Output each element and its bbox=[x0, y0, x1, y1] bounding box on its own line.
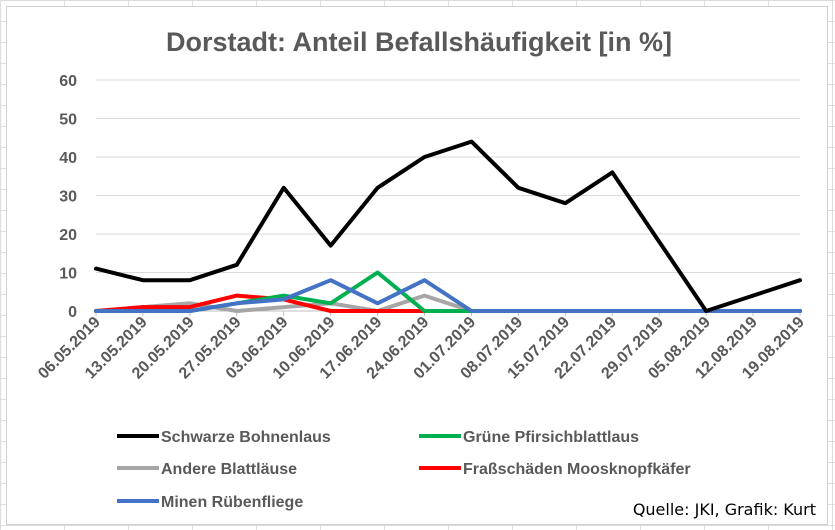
y-tick-label: 20 bbox=[59, 227, 77, 244]
y-tick-label: 10 bbox=[59, 266, 77, 283]
source-note: Quelle: JKI, Grafik: Kurt bbox=[633, 500, 816, 519]
y-axis-tick-labels: 0 10 20 30 40 50 60 bbox=[59, 73, 77, 321]
legend-item[interactable]: Minen Rübenfliege bbox=[117, 494, 303, 511]
series-line[interactable] bbox=[94, 139, 802, 313]
legend-item[interactable]: Fraßschäden Moosknopfkäfer bbox=[419, 461, 691, 478]
legend-label: Fraßschäden Moosknopfkäfer bbox=[463, 461, 691, 478]
y-tick-label: 40 bbox=[59, 150, 77, 167]
y-tick-label: 0 bbox=[68, 304, 77, 321]
series-lines bbox=[94, 139, 802, 313]
legend-item[interactable]: Andere Blattläuse bbox=[117, 461, 297, 478]
legend-item[interactable]: Grüne Pfirsichblattlaus bbox=[419, 429, 639, 446]
x-axis-tick-labels: 06.05.201913.05.201920.05.201927.05.2019… bbox=[35, 311, 808, 382]
legend[interactable]: Schwarze Bohnenlaus Grüne Pfirsichblattla… bbox=[117, 429, 691, 511]
chart-title: Dorstadt: Anteil Befallshäufigkeit [in %… bbox=[166, 27, 672, 57]
legend-label: Schwarze Bohnenlaus bbox=[161, 429, 331, 446]
chart-svg: Dorstadt: Anteil Befallshäufigkeit [in %… bbox=[35, 27, 816, 519]
y-tick-label: 30 bbox=[59, 189, 77, 206]
chart-area[interactable]: Dorstadt: Anteil Befallshäufigkeit [in %… bbox=[6, 6, 828, 525]
legend-label: Grüne Pfirsichblattlaus bbox=[463, 429, 639, 446]
legend-label: Minen Rübenfliege bbox=[161, 494, 303, 511]
series-line[interactable] bbox=[94, 278, 802, 313]
legend-item[interactable]: Schwarze Bohnenlaus bbox=[117, 429, 331, 446]
legend-label: Andere Blattläuse bbox=[161, 461, 297, 478]
y-tick-label: 60 bbox=[59, 73, 77, 90]
y-tick-label: 50 bbox=[59, 112, 77, 129]
